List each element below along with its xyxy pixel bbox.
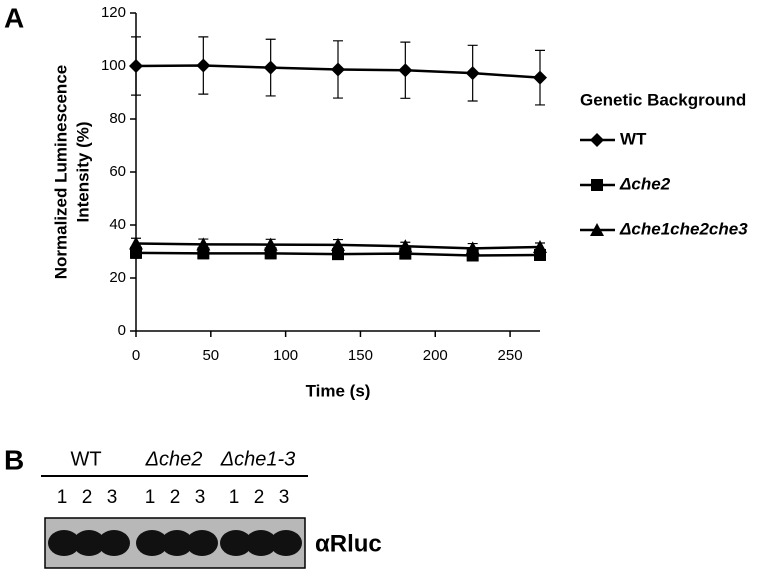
lane-number: 2 [170,487,181,508]
marker [398,239,413,253]
y-tick-label: 100 [101,57,126,74]
marker [331,62,345,77]
x-tick-label: 50 [202,347,219,364]
lane-number: 1 [57,487,68,508]
legend-label: Δche1che2che3 [619,219,748,238]
blot-band [98,530,130,556]
blot-band [48,530,80,556]
legend-marker [591,179,603,191]
legend-marker [590,223,604,236]
marker [129,59,143,73]
lane-number: 2 [254,487,265,508]
marker [130,246,142,259]
panel-label: A [4,2,24,33]
marker [465,241,480,255]
y-axis-label: Intensity (%) [73,121,92,222]
lane-number: 1 [145,487,156,508]
x-axis-label: Time (s) [306,381,371,400]
marker [196,237,211,251]
y-tick-label: 80 [109,110,126,127]
blot-band [220,530,252,556]
marker [197,247,210,260]
legend-marker [590,133,604,147]
marker [533,70,547,85]
x-tick-label: 100 [273,347,298,364]
blot-band [73,530,105,556]
blot-band [136,530,168,556]
blot-group-label: Δche1-3 [220,448,296,470]
marker [263,60,278,75]
y-tick-label: 60 [109,163,126,180]
lane-number: 3 [107,487,118,508]
blot-band [245,530,277,556]
marker [264,247,277,260]
y-tick-label: 40 [109,216,126,233]
antibody-label: αRluc [315,530,382,557]
legend-label: Δche2 [619,174,671,193]
marker [196,58,211,73]
x-tick-label: 200 [423,347,448,364]
lane-number: 3 [279,487,290,508]
legend-title: Genetic Background [580,90,746,109]
lane-number: 1 [229,487,240,508]
blot-group-label: WT [70,448,101,470]
legend-label: WT [620,129,647,148]
marker [465,66,480,81]
marker [331,237,345,251]
marker [398,63,413,78]
blot-band [161,530,193,556]
y-tick-label: 20 [109,269,126,286]
marker [263,237,278,251]
x-tick-label: 250 [498,347,523,364]
panel-label: B [4,444,24,475]
x-tick-label: 150 [348,347,373,364]
marker [129,236,143,250]
blot-band [186,530,218,556]
y-axis-label: Normalized Luminescence [51,65,70,279]
lane-number: 3 [195,487,206,508]
y-tick-label: 0 [118,322,126,339]
marker [332,248,344,261]
blot-group-label: Δche2 [145,448,203,470]
y-tick-label: 120 [101,4,126,21]
x-tick-label: 0 [132,347,140,364]
blot-bands [48,530,302,556]
lane-number: 2 [82,487,93,508]
marker [533,239,547,253]
blot-band [270,530,302,556]
